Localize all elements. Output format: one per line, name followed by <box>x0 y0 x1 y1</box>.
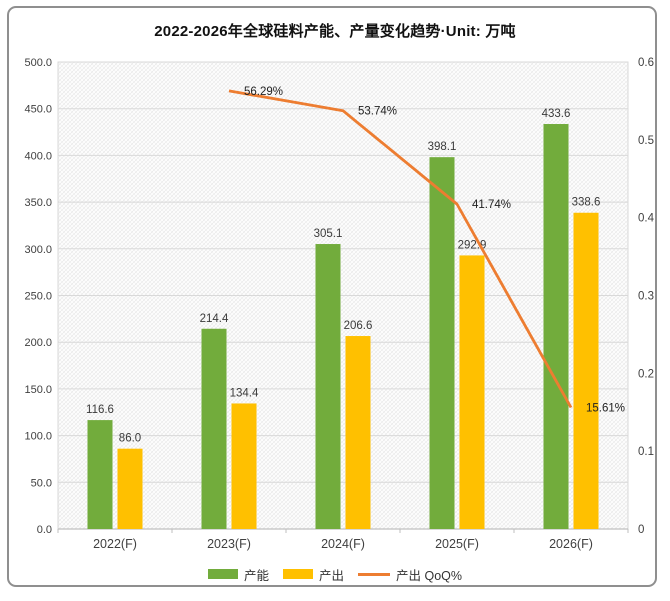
x-axis-category-label: 2022(F) <box>93 537 137 551</box>
legend-item-output: 产出 <box>283 565 344 584</box>
qoq-label: 56.29% <box>244 86 283 98</box>
bar-label: 206.6 <box>344 320 373 332</box>
chart-legend: 产能 产出 产出 QoQ% <box>0 564 670 584</box>
bar-产能-2024(F) <box>315 244 341 529</box>
bar-产能-2023(F) <box>201 328 227 529</box>
legend-label-capacity: 产能 <box>243 568 269 583</box>
left-axis-tick-label: 250.0 <box>24 291 52 303</box>
bar-产出-2026(F) <box>573 212 599 529</box>
left-axis-tick-label: 200.0 <box>24 337 52 349</box>
right-axis-tick-label: 0.1 <box>638 446 654 458</box>
chart-title: 2022-2026年全球硅料产能、产量变化趋势·Unit: 万吨 <box>154 23 516 40</box>
left-axis-tick-label: 350.0 <box>24 197 52 209</box>
legend-label-qoq: 产出 QoQ% <box>396 568 463 583</box>
legend-swatch-output-icon <box>283 569 313 579</box>
bar-label: 134.4 <box>230 387 259 399</box>
bar-产出-2024(F) <box>345 336 371 529</box>
bar-label: 338.6 <box>572 197 601 209</box>
bar-产能-2025(F) <box>429 157 455 529</box>
bar-label: 398.1 <box>428 141 457 153</box>
right-axis-tick-label: 0.3 <box>638 291 654 303</box>
legend-item-capacity: 产能 <box>207 565 269 584</box>
qoq-label: 53.74% <box>358 106 397 118</box>
left-axis-tick-label: 0.0 <box>37 524 52 536</box>
legend-item-qoq: 产出 QoQ% <box>358 565 462 584</box>
left-axis-tick-label: 450.0 <box>24 104 52 116</box>
bar-label: 116.6 <box>86 404 114 416</box>
bar-产能-2022(F) <box>87 420 113 529</box>
legend-swatch-capacity-icon <box>207 569 238 579</box>
bar-label: 86.0 <box>119 433 141 445</box>
bar-label: 214.4 <box>200 313 229 325</box>
x-axis-category-label: 2023(F) <box>207 537 251 551</box>
bar-产出-2025(F) <box>459 255 485 529</box>
bar-产出-2022(F) <box>117 448 143 529</box>
left-axis-tick-label: 100.0 <box>24 431 52 443</box>
left-axis-tick-label: 150.0 <box>24 384 52 396</box>
right-axis-tick-label: 0 <box>638 524 644 536</box>
right-axis-tick-label: 0.6 <box>638 57 654 69</box>
x-axis-category-label: 2024(F) <box>321 537 365 551</box>
bar-产能-2026(F) <box>543 124 569 529</box>
legend-label-output: 产出 <box>319 568 345 583</box>
right-axis-tick-label: 0.4 <box>638 213 655 225</box>
bar-产出-2023(F) <box>231 403 257 529</box>
x-axis-category-label: 2025(F) <box>435 537 479 551</box>
legend-line-icon <box>358 572 391 576</box>
left-axis-tick-label: 50.0 <box>31 477 52 489</box>
left-axis-tick-label: 300.0 <box>24 244 52 256</box>
qoq-label: 41.74% <box>472 199 511 211</box>
right-axis-tick-label: 0.2 <box>638 368 654 380</box>
right-axis-tick-label: 0.5 <box>638 135 654 147</box>
qoq-label: 15.61% <box>586 403 625 415</box>
bar-label: 433.6 <box>542 108 571 120</box>
bar-label: 305.1 <box>314 228 343 240</box>
qoq-line <box>228 89 573 409</box>
left-axis-tick-label: 400.0 <box>24 150 52 162</box>
x-axis-category-label: 2026(F) <box>549 537 593 551</box>
left-axis-tick-label: 500.0 <box>24 57 52 69</box>
